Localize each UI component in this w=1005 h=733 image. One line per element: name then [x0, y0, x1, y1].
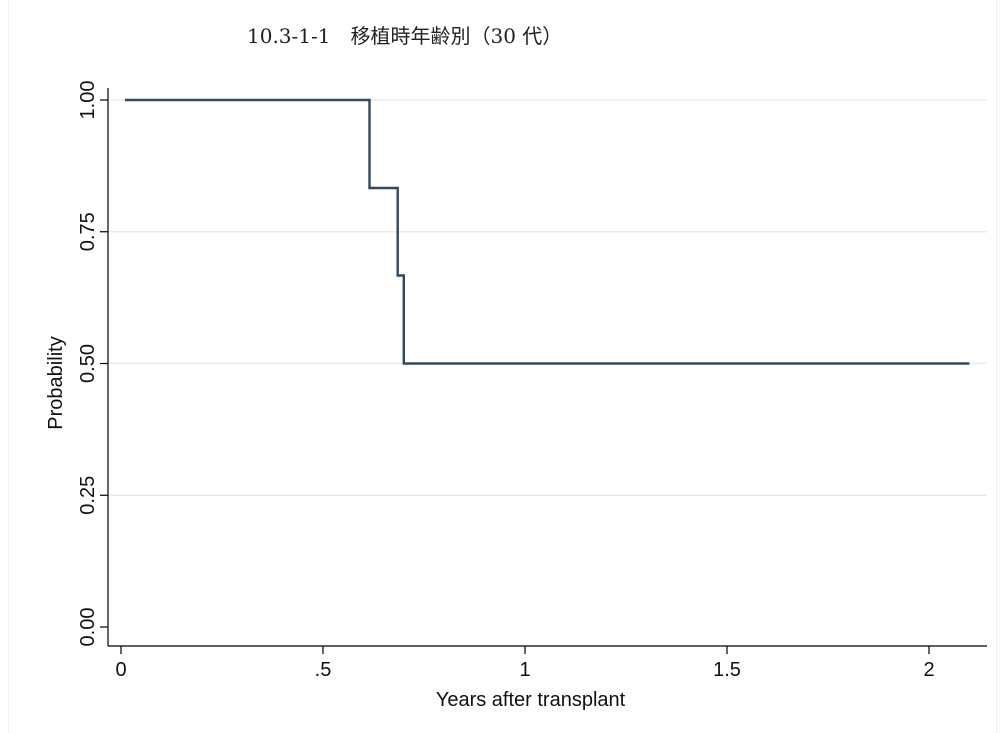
x-tick-label-3: 1.5	[713, 659, 741, 681]
survival-step-line-0	[125, 98, 970, 365]
y-tick-label-0: 0.00	[77, 608, 99, 647]
y-axis-label: Probability	[45, 336, 67, 429]
x-tick-label-1: .5	[315, 659, 332, 681]
chart-frame: 10.3-1-1 移植時年齢別（30 代）	[8, 0, 997, 733]
y-tick-label-3: 0.75	[77, 212, 99, 251]
x-tick-label-4: 2	[923, 659, 934, 681]
y-tick-label-1: 0.25	[77, 476, 99, 515]
grid-lines	[109, 99, 987, 496]
x-tick-label-2: 1	[519, 659, 530, 681]
x-axis-ticks: 0 .5 1 1.5 2	[115, 646, 935, 681]
x-axis-label: Years after transplant	[436, 689, 626, 711]
y-axis-ticks: 0.00 0.25 0.50 0.75 1.00	[77, 81, 108, 647]
x-tick-label-0: 0	[115, 659, 126, 681]
y-tick-label-2: 0.50	[77, 344, 99, 383]
axes	[107, 88, 987, 647]
y-tick-label-4: 1.00	[77, 81, 99, 120]
chart-title: 10.3-1-1 移植時年齢別（30 代）	[247, 24, 563, 48]
series-group	[125, 98, 970, 365]
